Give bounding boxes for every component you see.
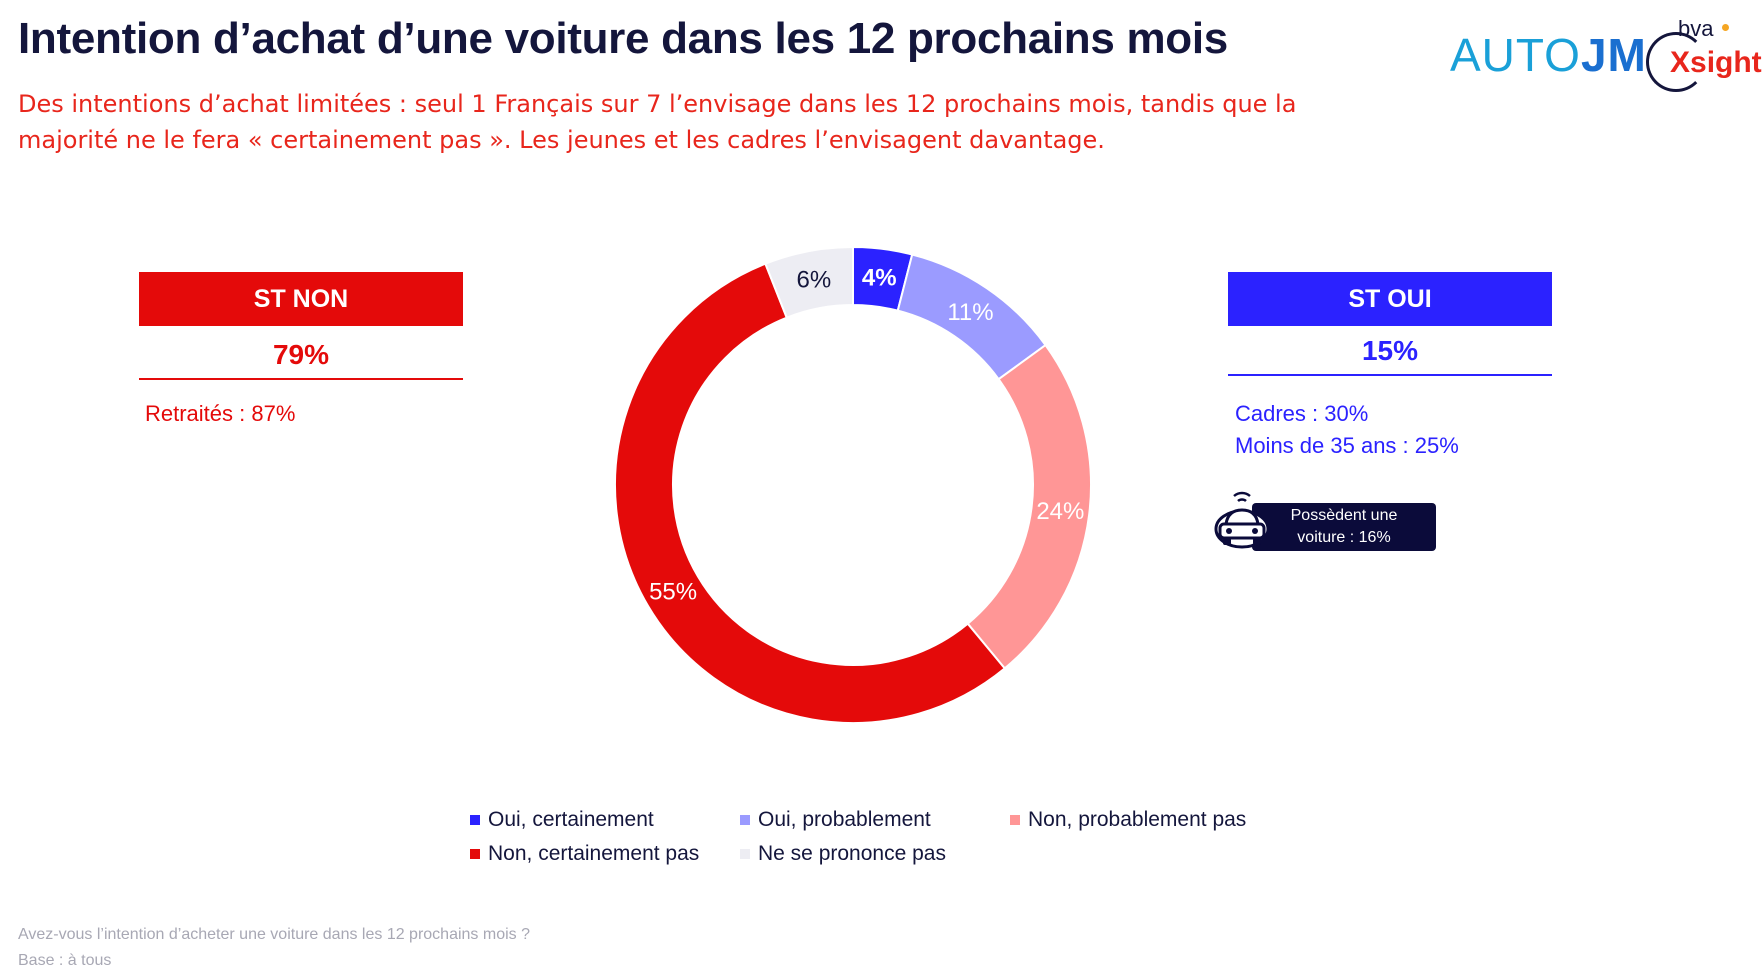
legend-swatch — [470, 849, 480, 859]
st-oui-detail-age: Moins de 35 ans : 25% — [1235, 433, 1459, 458]
autojm-logo: AUTOJM — [1450, 28, 1647, 82]
legend-swatch — [740, 815, 750, 825]
page-subtitle: Des intentions d’achat limitées : seul 1… — [18, 90, 1297, 154]
car-owner-badge: Possèdent une voiture : 16% — [1212, 488, 1436, 552]
donut-slice-label: 6% — [796, 267, 831, 294]
donut-slice-label: 11% — [947, 299, 993, 326]
legend-label: Oui, probablement — [758, 808, 931, 831]
legend-label: Non, probablement pas — [1028, 808, 1247, 831]
legend-item: Ne se prononce pas — [740, 842, 1010, 866]
bva-logo-main: Xsight — [1670, 46, 1762, 79]
donut-slice-label: 24% — [1036, 498, 1084, 525]
st-oui-value: 15% — [1228, 328, 1552, 376]
legend-label: Ne se prononce pas — [758, 842, 946, 865]
st-non-value: 79% — [139, 332, 463, 380]
autojm-logo-auto: AUTO — [1450, 29, 1581, 81]
bva-dot-icon — [1722, 24, 1729, 31]
bva-xsight-logo: bva Xsight — [1640, 14, 1762, 94]
legend-item: Oui, probablement — [740, 808, 1010, 832]
legend-item: Non, probablement pas — [1010, 808, 1290, 832]
st-oui-details: Cadres : 30% Moins de 35 ans : 25% — [1235, 398, 1459, 462]
car-owner-line2: voiture : 16% — [1297, 529, 1391, 546]
st-non-details: Retraités : 87% — [145, 398, 295, 430]
footnote-base: Base : à tous — [18, 952, 112, 969]
st-oui-detail-cadres: Cadres : 30% — [1235, 401, 1369, 426]
legend-swatch — [1010, 815, 1020, 825]
car-icon — [1214, 491, 1270, 549]
donut-slice — [764, 245, 854, 319]
st-non-header: ST NON — [139, 272, 463, 326]
legend-item: Non, certainement pas — [470, 842, 740, 866]
donut-slice-label: 4% — [862, 265, 897, 292]
page-title: Intention d’achat d’une voiture dans les… — [18, 14, 1228, 63]
bva-logo-small: bva — [1678, 16, 1714, 41]
legend-label: Non, certainement pas — [488, 842, 700, 865]
bva-ring-icon — [1646, 32, 1706, 92]
st-non-detail: Retraités : 87% — [145, 401, 296, 426]
footnote-question: Avez-vous l’intention d’acheter une voit… — [18, 926, 530, 943]
donut-slice — [614, 262, 1007, 724]
car-owner-line1: Possèdent une — [1290, 507, 1398, 524]
legend-label: Oui, certainement — [488, 808, 654, 831]
donut-slice-label: 55% — [649, 578, 697, 605]
legend-swatch — [740, 849, 750, 859]
autojm-logo-jm: JM — [1580, 29, 1647, 81]
st-oui-header: ST OUI — [1228, 272, 1552, 326]
chart-legend: Oui, certainement Oui, probablement Non,… — [470, 808, 1290, 866]
car-owner-pill: Possèdent une voiture : 16% — [1252, 503, 1436, 551]
legend-item: Oui, certainement — [470, 808, 740, 832]
legend-swatch — [470, 815, 480, 825]
donut-chart: 4% 11% 24% 55% 6% — [614, 245, 1092, 724]
